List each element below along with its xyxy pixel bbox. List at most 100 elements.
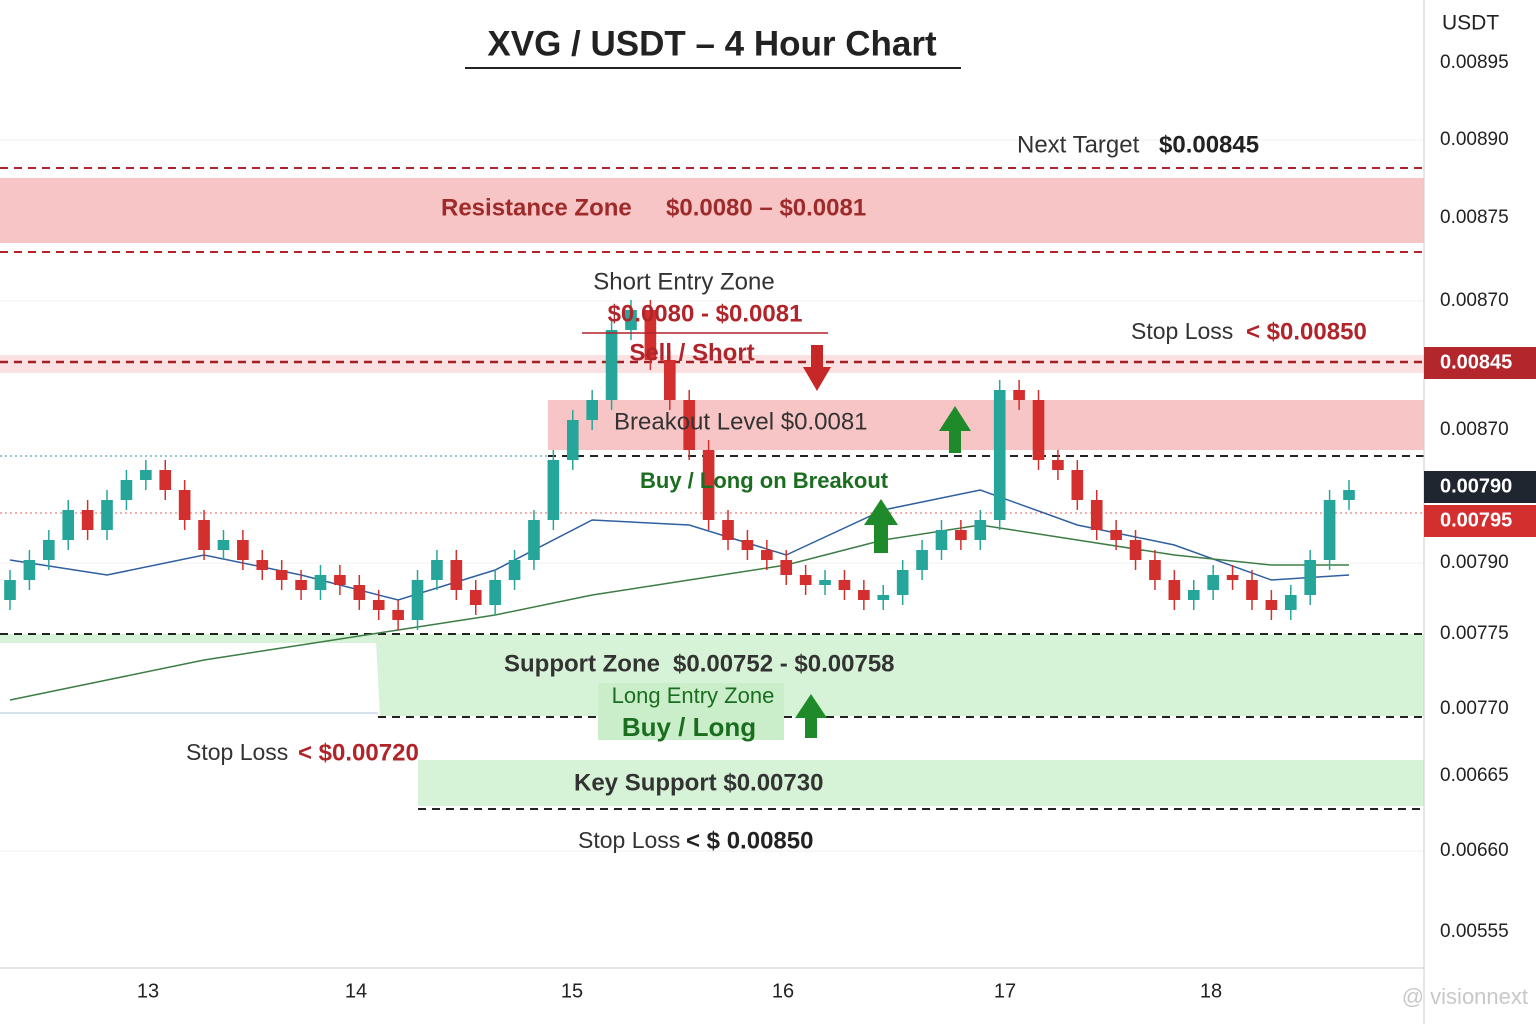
candle-body: [469, 590, 482, 605]
y-axis-label: 0.00795: [1440, 509, 1512, 531]
y-axis: 0.00895 0.00890 0.00875 0.00870 0.00845 0.008…: [1424, 52, 1536, 942]
candle-body: [23, 560, 36, 580]
candle-body: [838, 580, 851, 590]
candle-body: [275, 570, 288, 580]
candle-body: [877, 595, 890, 600]
candle-body: [159, 470, 172, 490]
label: Long Entry Zone: [612, 683, 775, 708]
label: $0.00752 - $0.00758: [673, 650, 895, 677]
label: Sell / Short: [629, 339, 754, 366]
candle-body: [547, 460, 560, 520]
candle-body: [955, 530, 967, 540]
arrow-up: [939, 406, 971, 453]
candle-body: [1323, 500, 1336, 560]
candle-body: [42, 540, 55, 560]
candle-body: [1246, 580, 1258, 600]
candle-body: [140, 470, 152, 480]
candle-body: [508, 560, 521, 580]
candle-body: [935, 530, 948, 550]
watermark: @ visionnext: [1402, 984, 1528, 1009]
candle-body: [799, 575, 812, 585]
candle-body: [993, 390, 1006, 520]
candle-body: [566, 420, 579, 460]
y-axis-label: 0.00890: [1440, 129, 1509, 150]
candle-body: [450, 560, 463, 590]
candle-body: [916, 550, 928, 570]
grid: [0, 139, 1424, 852]
label: $0.0080 – $0.0081: [666, 194, 866, 221]
price-badge: [1424, 471, 1536, 503]
candle-body: [1265, 600, 1278, 610]
candle-body: [858, 590, 870, 600]
y-axis-label: 0.00555: [1440, 921, 1509, 942]
arrow-down: [803, 345, 831, 391]
candle-body: [411, 580, 424, 620]
candle-body: [625, 310, 637, 330]
candle-body: [1284, 595, 1297, 610]
y-axis-label: 0.00660: [1440, 840, 1509, 861]
candle-body: [295, 580, 307, 590]
label: Stop Loss: [1131, 318, 1233, 344]
y-axis-label: 0.00875: [1440, 207, 1509, 228]
x-axis-label: 16: [772, 980, 794, 1002]
y-axis-label: 0.00845: [1440, 351, 1512, 373]
label: $0.00845: [1159, 131, 1259, 158]
plot: [4, 300, 1355, 701]
candle-body: [819, 580, 831, 585]
support-band: [0, 634, 1424, 643]
candle-body: [392, 610, 404, 620]
target-band: [0, 355, 1424, 373]
candle-body: [178, 490, 191, 520]
candle-body: [896, 570, 909, 595]
price-badge: [1424, 505, 1536, 537]
axis-unit: USDT: [1442, 12, 1499, 35]
y-axis-label: 0.00770: [1440, 698, 1509, 719]
label: Short Entry Zone: [593, 268, 774, 295]
label: Stop Loss: [186, 739, 288, 765]
label: Breakout Level $0.0081: [614, 408, 868, 435]
candle-body: [702, 450, 715, 520]
label: Key Support $0.00730: [574, 769, 823, 796]
moving-average: [9, 524, 1349, 701]
x-axis: 13 14 15 16 17 18: [137, 980, 1222, 1002]
label: < $0.00850: [1246, 318, 1367, 345]
y-axis-label: 0.00870: [1440, 290, 1509, 311]
x-axis-label: 15: [561, 980, 583, 1002]
label: Resistance Zone: [441, 194, 632, 221]
key-support-zone: [418, 760, 1424, 806]
label: Stop Loss: [578, 827, 680, 853]
candle-body: [4, 580, 16, 600]
x-axis-label: 14: [345, 980, 367, 1002]
y-axis-label: 0.00775: [1440, 623, 1509, 644]
x-axis-label: 17: [994, 980, 1016, 1002]
candle-body: [722, 520, 734, 540]
label: Buy / Long: [622, 712, 756, 742]
candle-body: [372, 600, 385, 610]
candle-body: [1090, 500, 1103, 530]
label: Buy / Long on Breakout: [640, 468, 889, 493]
candle-body: [431, 560, 443, 580]
candle-body: [605, 330, 618, 400]
candle-body: [1226, 575, 1239, 580]
candle-body: [586, 400, 598, 420]
label: Support Zone: [504, 650, 660, 677]
candle-body: [334, 575, 346, 585]
candle-body: [528, 520, 540, 560]
candle-body: [489, 580, 501, 605]
y-axis-label: 0.00665: [1440, 765, 1509, 786]
candle-body: [256, 560, 269, 570]
candle-body: [1110, 530, 1122, 540]
candle-body: [1129, 540, 1142, 560]
y-axis-label: 0.00895: [1440, 52, 1509, 73]
candle-body: [683, 400, 696, 450]
y-axis-label: 0.00870: [1440, 419, 1509, 440]
label: Next Target: [1017, 131, 1140, 158]
x-axis-label: 18: [1200, 980, 1222, 1002]
candle-body: [761, 550, 773, 560]
long-entry-box: [598, 683, 784, 740]
candle-body: [741, 540, 754, 550]
y-axis-label: 0.00790: [1440, 475, 1512, 497]
candle-body: [1013, 390, 1025, 400]
